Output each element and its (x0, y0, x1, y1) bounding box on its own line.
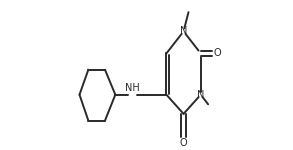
Text: N: N (197, 90, 205, 100)
Text: O: O (180, 138, 188, 148)
Text: NH: NH (125, 83, 140, 93)
Text: N: N (180, 26, 187, 36)
Text: O: O (214, 48, 222, 58)
